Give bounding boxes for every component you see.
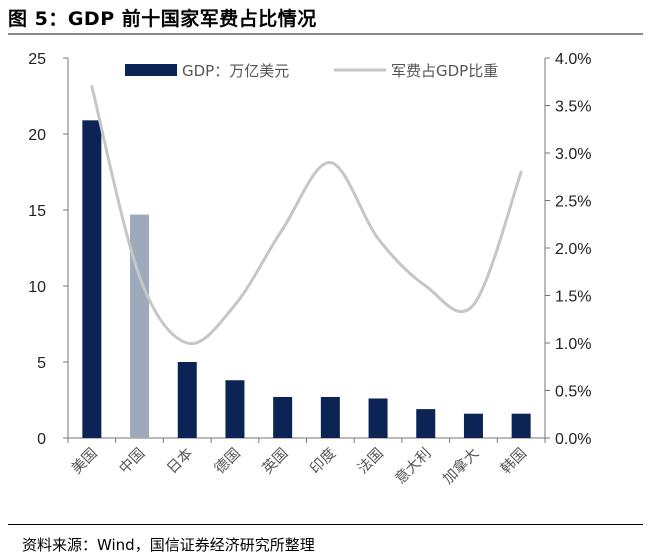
bar bbox=[368, 398, 388, 438]
category-label: 加拿大 bbox=[439, 444, 482, 487]
category-label: 德国 bbox=[211, 445, 244, 478]
bar-series bbox=[82, 120, 531, 438]
legend-label-gdp: GDP：万亿美元 bbox=[182, 62, 289, 80]
right-tick-label: 3.0% bbox=[555, 146, 591, 163]
chart: 0 5 10 15 20 25 0.0% 0.5% 1.0% 1.5% 2.0% 2.5% 3.0% 3.… bbox=[28, 51, 591, 488]
right-tick-label: 2.0% bbox=[555, 241, 591, 258]
source-note: 资料来源：Wind，国信证券经济研究所整理 bbox=[22, 536, 315, 554]
category-label: 美国 bbox=[68, 445, 101, 478]
left-tick-label: 0 bbox=[37, 431, 46, 448]
category-label: 韩国 bbox=[497, 445, 530, 478]
line-path bbox=[90, 85, 523, 346]
legend-label-line: 军费占GDP比重 bbox=[391, 62, 498, 80]
bar bbox=[82, 120, 102, 438]
legend: GDP：万亿美元 军费占GDP比重 bbox=[125, 62, 498, 80]
title-divider bbox=[8, 33, 643, 35]
source-divider bbox=[8, 524, 643, 525]
line-series bbox=[90, 85, 523, 346]
left-tick-label: 15 bbox=[28, 203, 46, 220]
right-tick-label: 3.5% bbox=[555, 99, 591, 116]
category-labels: 美国 中国 日本 德国 英国 印度 法国 意大利 加拿大 韩国 bbox=[68, 444, 530, 487]
bar bbox=[273, 396, 293, 438]
category-label: 印度 bbox=[307, 445, 340, 478]
right-tick-label: 0.0% bbox=[555, 431, 591, 448]
bar bbox=[320, 396, 340, 438]
legend-swatch-gdp bbox=[125, 64, 177, 76]
category-label: 中国 bbox=[116, 445, 149, 478]
bar bbox=[416, 409, 436, 438]
category-label: 意大利 bbox=[391, 444, 434, 487]
category-label: 日本 bbox=[164, 445, 197, 478]
left-tick-label: 25 bbox=[28, 51, 46, 68]
left-tick-label: 5 bbox=[37, 355, 46, 372]
bar bbox=[225, 380, 245, 438]
bar bbox=[177, 362, 197, 438]
right-tick-label: 2.5% bbox=[555, 194, 591, 211]
category-label: 法国 bbox=[354, 445, 387, 478]
bar bbox=[511, 413, 531, 438]
left-tick-label: 20 bbox=[28, 127, 46, 144]
right-tick-label: 4.0% bbox=[555, 51, 591, 68]
tick-labels: 0 5 10 15 20 25 0.0% 0.5% 1.0% 1.5% 2.0% 2.5% 3.0% 3.… bbox=[28, 51, 591, 448]
figure-title: 图 5：GDP 前十国家军费占比情况 bbox=[8, 8, 317, 30]
right-tick-label: 1.0% bbox=[555, 336, 591, 353]
right-tick-label: 0.5% bbox=[555, 384, 591, 401]
bar bbox=[463, 413, 483, 438]
right-tick-label: 1.5% bbox=[555, 289, 591, 306]
bar bbox=[130, 214, 150, 438]
left-tick-label: 10 bbox=[28, 279, 46, 296]
category-label: 英国 bbox=[258, 444, 291, 477]
